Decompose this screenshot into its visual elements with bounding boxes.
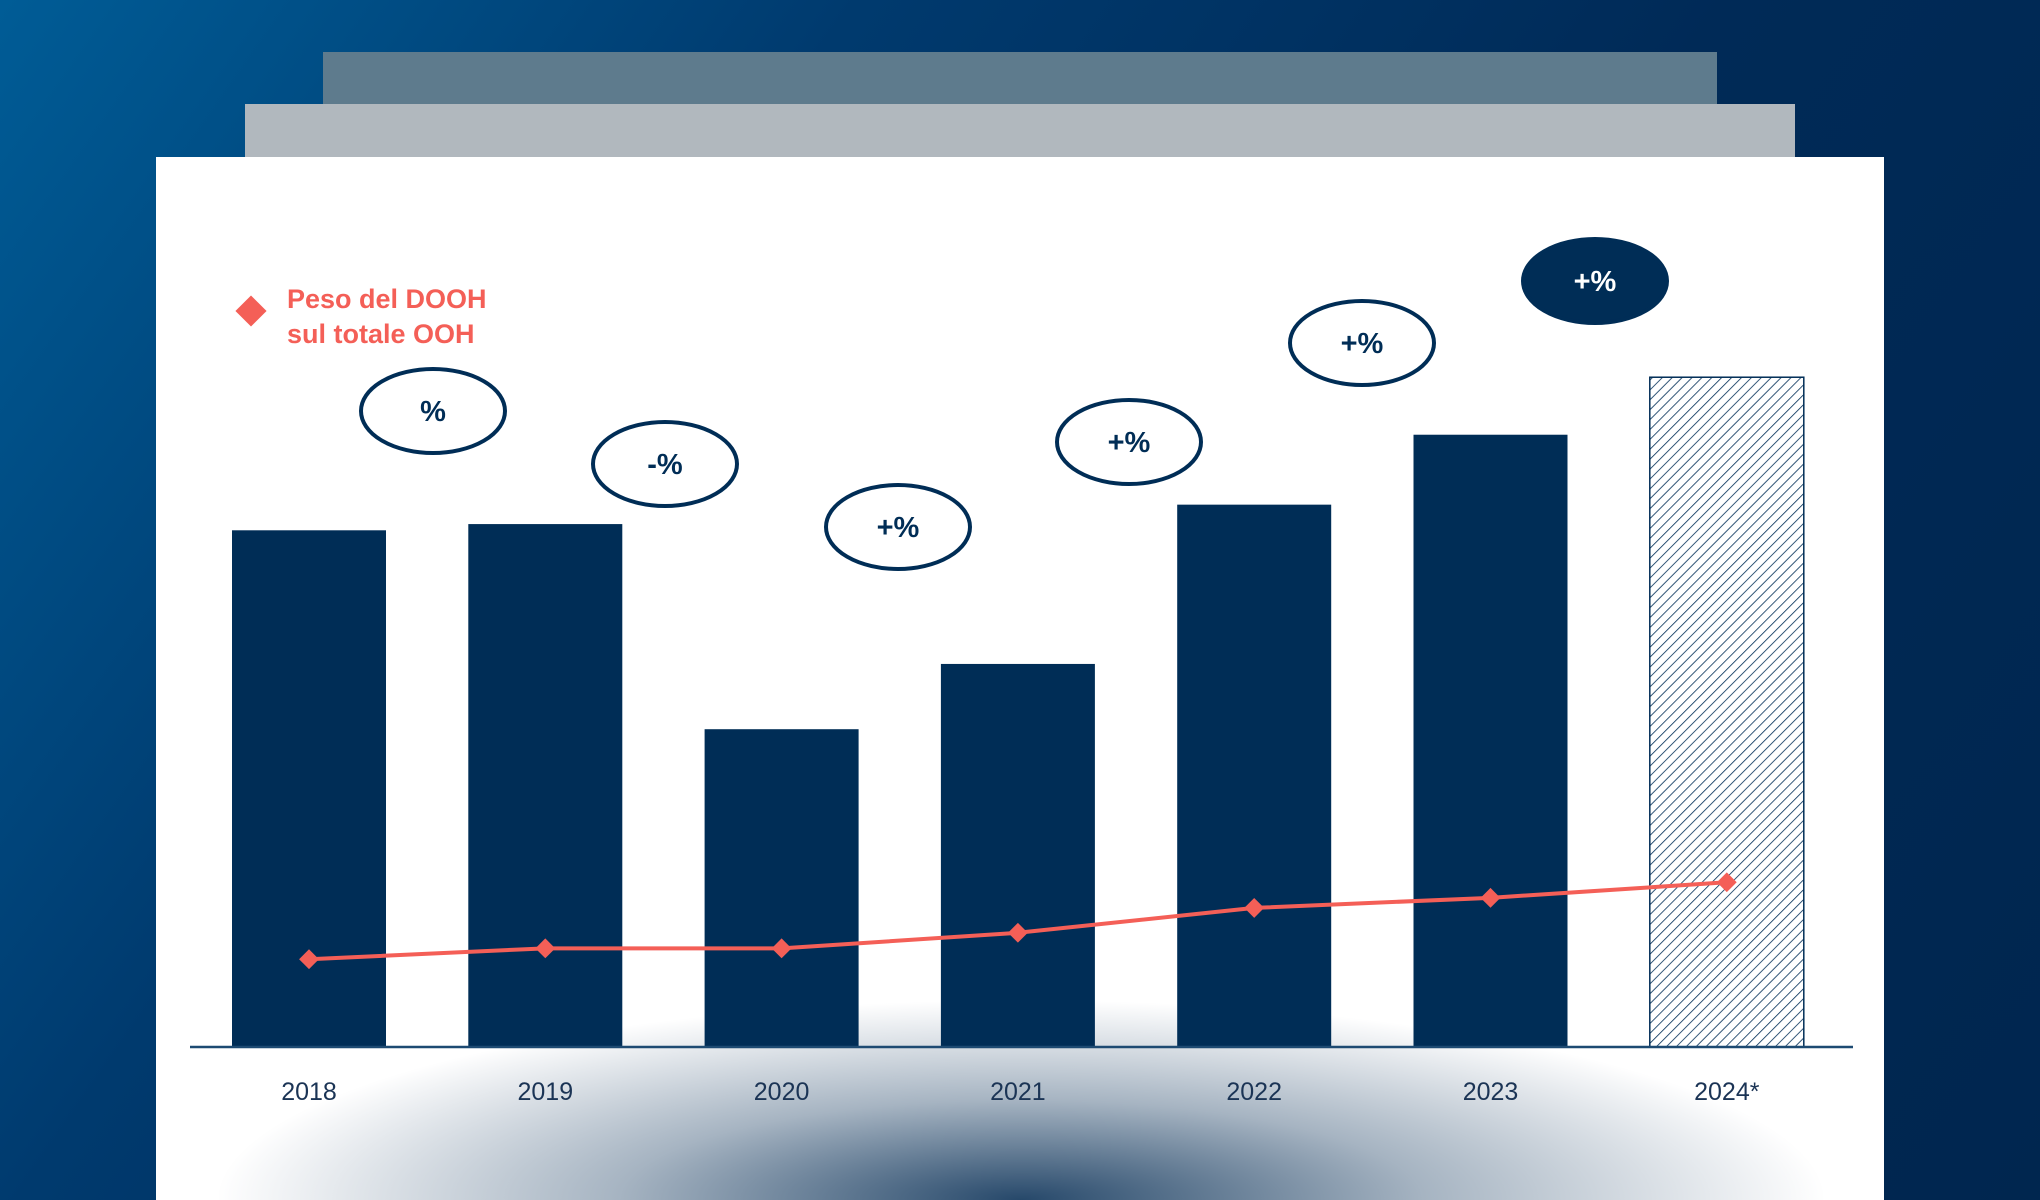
bar-2020 bbox=[704, 729, 859, 1047]
line-point bbox=[1480, 887, 1501, 908]
x-tick-label: 2023 bbox=[1463, 1078, 1519, 1106]
x-tick-label: 2018 bbox=[281, 1078, 337, 1106]
line-point bbox=[535, 938, 556, 959]
back-panel-2 bbox=[245, 104, 1795, 157]
change-label: +% bbox=[1341, 328, 1384, 360]
back-panel-1 bbox=[323, 52, 1717, 104]
change-bubble bbox=[824, 483, 972, 571]
change-bubble bbox=[591, 420, 739, 508]
line-point bbox=[1716, 872, 1737, 893]
change-label: -% bbox=[647, 449, 683, 481]
x-tick-label: 2020 bbox=[754, 1078, 810, 1106]
line-point bbox=[1244, 898, 1265, 918]
change-bubble bbox=[1288, 299, 1436, 387]
line-point bbox=[299, 949, 319, 970]
change-label: +% bbox=[877, 512, 920, 544]
bar-2024* bbox=[1649, 376, 1805, 1048]
bar-2019 bbox=[468, 524, 623, 1047]
x-tick-label: 2019 bbox=[517, 1078, 573, 1106]
legend-diamond-icon bbox=[235, 295, 267, 327]
bar-2021 bbox=[940, 663, 1095, 1047]
legend: Peso del DOOH sul totale OOH bbox=[235, 284, 487, 349]
legend-label-line2: sul totale OOH bbox=[287, 319, 475, 349]
change-bubble bbox=[359, 367, 507, 455]
bar-2023 bbox=[1413, 434, 1568, 1047]
change-bubble bbox=[1055, 398, 1203, 486]
legend-label-line1: Peso del DOOH bbox=[287, 284, 487, 314]
change-bubble bbox=[1521, 237, 1669, 325]
change-label: % bbox=[420, 396, 446, 428]
x-tick-label: 2024* bbox=[1694, 1078, 1760, 1106]
x-tick-label: 2021 bbox=[990, 1078, 1046, 1106]
line-point bbox=[1008, 922, 1028, 943]
change-label: +% bbox=[1574, 266, 1617, 298]
x-tick-label: 2022 bbox=[1226, 1078, 1282, 1106]
change-label: +% bbox=[1108, 427, 1151, 459]
line-point bbox=[771, 938, 792, 959]
bar-2018 bbox=[232, 530, 386, 1047]
bar-2022 bbox=[1177, 504, 1332, 1047]
